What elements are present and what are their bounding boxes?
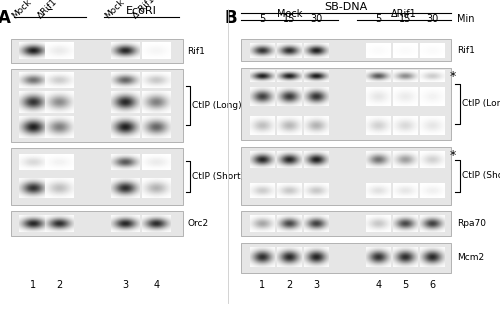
Text: 5: 5 <box>376 14 382 24</box>
Bar <box>241 211 452 236</box>
Text: Rif1: Rif1 <box>188 47 205 56</box>
Text: 1: 1 <box>30 280 36 290</box>
Text: 2: 2 <box>286 280 292 290</box>
Bar <box>12 211 183 236</box>
Text: 6: 6 <box>430 280 436 290</box>
Bar <box>241 147 452 205</box>
Text: SB-DNA: SB-DNA <box>324 2 368 12</box>
Text: 4: 4 <box>376 280 382 290</box>
Text: 4: 4 <box>154 280 160 290</box>
Text: 3: 3 <box>122 280 129 290</box>
Text: Mcm2: Mcm2 <box>457 253 484 262</box>
Text: CtIP (Short): CtIP (Short) <box>192 172 244 181</box>
Text: 5: 5 <box>260 14 266 24</box>
Text: Mock: Mock <box>102 0 126 20</box>
Text: ΔRif1: ΔRif1 <box>392 9 417 19</box>
Text: Min: Min <box>457 14 474 24</box>
Text: 3: 3 <box>314 280 320 290</box>
Text: 1: 1 <box>260 280 266 290</box>
Text: Mock: Mock <box>10 0 34 20</box>
Text: Δ Rif1: Δ Rif1 <box>131 0 156 20</box>
Text: ΔRif1: ΔRif1 <box>36 0 60 20</box>
Text: Rif1: Rif1 <box>457 46 474 55</box>
Text: CtIP (Short): CtIP (Short) <box>462 171 500 180</box>
Text: 5: 5 <box>402 280 408 290</box>
Text: *: * <box>450 70 456 83</box>
Text: 15: 15 <box>283 14 296 24</box>
Bar <box>241 243 452 273</box>
Bar <box>12 69 183 142</box>
Bar <box>241 39 452 61</box>
Text: Rpa70: Rpa70 <box>457 219 486 228</box>
Text: B: B <box>224 9 237 27</box>
Text: Orc2: Orc2 <box>188 219 208 228</box>
Text: CtIP (Long): CtIP (Long) <box>462 100 500 109</box>
Text: *: * <box>450 149 456 162</box>
Text: 2: 2 <box>56 280 63 290</box>
Text: 30: 30 <box>310 14 322 24</box>
Text: CtIP (Long): CtIP (Long) <box>192 101 242 110</box>
Text: 30: 30 <box>426 14 438 24</box>
Bar <box>241 68 452 140</box>
Bar <box>12 148 183 205</box>
Bar <box>12 39 183 63</box>
Text: –: – <box>46 3 53 16</box>
Text: 15: 15 <box>400 14 411 24</box>
Text: Mock: Mock <box>276 9 302 19</box>
Text: A: A <box>0 9 11 27</box>
Text: EcoRI: EcoRI <box>126 6 156 16</box>
